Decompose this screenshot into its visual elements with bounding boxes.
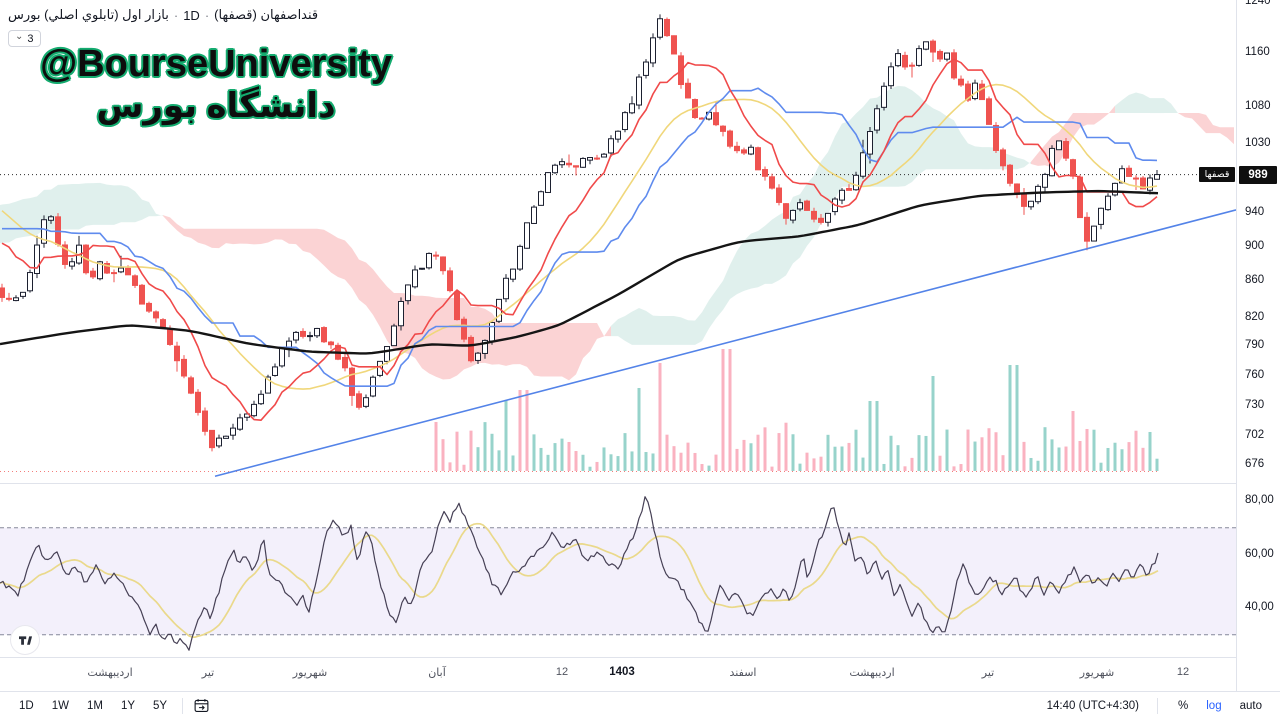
time-axis-label: اردیبهشت <box>87 667 133 679</box>
toolbar-divider <box>1157 697 1159 714</box>
range-button-5y[interactable]: 5Y <box>153 699 168 712</box>
time-axis-label: آبان <box>428 667 446 679</box>
symbol-price-tag: قصفها <box>1199 167 1235 183</box>
auto-scale-button[interactable]: auto <box>1239 699 1262 712</box>
time-axis-label: شهریور <box>292 667 328 679</box>
price-axis-label: 940 <box>1245 206 1265 219</box>
tradingview-logo[interactable] <box>11 626 39 654</box>
price-axis-label: 730 <box>1245 399 1265 412</box>
time-axis[interactable]: اردیبهشت تیر شهریور آبان 12 1403 اسفند اردیبهشت… <box>0 657 1280 691</box>
range-button-1y[interactable]: 1Y <box>120 699 136 712</box>
bottom-toolbar: 1D 1W 1M 1Y 5Y 14:40 (UTC+4:30) % log auto <box>0 691 1280 719</box>
price-axis-label: 820 <box>1245 310 1265 323</box>
timezone-clock[interactable]: 14:40 (UTC+4:30) <box>1046 699 1140 712</box>
legend-separator: · <box>204 7 210 23</box>
time-axis-label: تیر <box>981 667 995 679</box>
toolbar-right-group: 14:40 (UTC+4:30) % log auto <box>1043 697 1268 714</box>
price-axis-label: 702 <box>1245 429 1265 442</box>
range-button-1m[interactable]: 1M <box>86 699 103 712</box>
legend-market: بازار اول (تابلوي اصلي) بورس <box>8 7 169 22</box>
log-scale-button[interactable]: log <box>1206 699 1222 712</box>
tradingview-logo-glyph <box>19 636 33 645</box>
price-axis[interactable]: 1240 1160 1080 1030 940 900 860 820 790 760 730 702… <box>1236 0 1280 691</box>
chart-plot-area[interactable]: بازار اول (تابلوي اصلي) بورس · 1D · قندا… <box>0 0 1236 657</box>
time-axis-label: اردیبهشت <box>849 667 895 679</box>
last-price-badge: 989 <box>1239 165 1277 184</box>
chevron-down-icon: ⌄ <box>15 30 24 42</box>
price-axis-label: 860 <box>1245 274 1265 287</box>
range-button-1d[interactable]: 1D <box>19 699 34 712</box>
rsi-axis-label: 40,00 <box>1245 601 1274 613</box>
price-axis-label: 1160 <box>1245 45 1270 58</box>
symbol-legend[interactable]: بازار اول (تابلوي اصلي) بورس · 1D · قندا… <box>8 7 318 23</box>
time-axis-label: شهریور <box>1079 667 1115 679</box>
price-axis-label: 676 <box>1245 457 1265 470</box>
price-axis-label: 790 <box>1245 338 1265 351</box>
time-axis-label: 12 <box>555 666 569 678</box>
indicator-count: 3 <box>27 32 34 45</box>
time-axis-label: 12 <box>1176 666 1190 678</box>
pane-separator[interactable] <box>0 483 1236 484</box>
time-axis-label: 1403 <box>609 666 635 678</box>
price-axis-label: 1240 <box>1245 0 1271 7</box>
time-axis-label: اسفند <box>729 667 757 679</box>
rsi-axis-label: 80,00 <box>1245 494 1274 506</box>
price-pane[interactable] <box>0 0 1236 657</box>
percent-scale-button[interactable]: % <box>1178 699 1189 712</box>
toolbar-divider <box>182 697 184 714</box>
time-axis-label: تیر <box>201 667 215 679</box>
price-axis-label: 900 <box>1245 239 1265 252</box>
go-to-date-button[interactable] <box>191 695 212 716</box>
date-range-buttons: 1D 1W 1M 1Y 5Y <box>12 698 174 714</box>
price-axis-label: 1080 <box>1245 100 1271 113</box>
rsi-axis-label: 60,00 <box>1245 547 1274 560</box>
legend-timeframe[interactable]: 1D <box>183 7 200 23</box>
range-button-1w[interactable]: 1W <box>51 699 69 712</box>
calendar-icon <box>194 699 209 713</box>
rsi-pane[interactable] <box>0 484 1236 657</box>
indicators-collapsed-pill[interactable]: ⌄ 3 <box>8 30 41 47</box>
price-axis-label: 1030 <box>1245 136 1271 149</box>
legend-symbol[interactable]: قنداصفهان (قصفها) <box>214 7 319 22</box>
legend-separator: · <box>173 7 179 23</box>
price-axis-label: 760 <box>1245 368 1265 381</box>
